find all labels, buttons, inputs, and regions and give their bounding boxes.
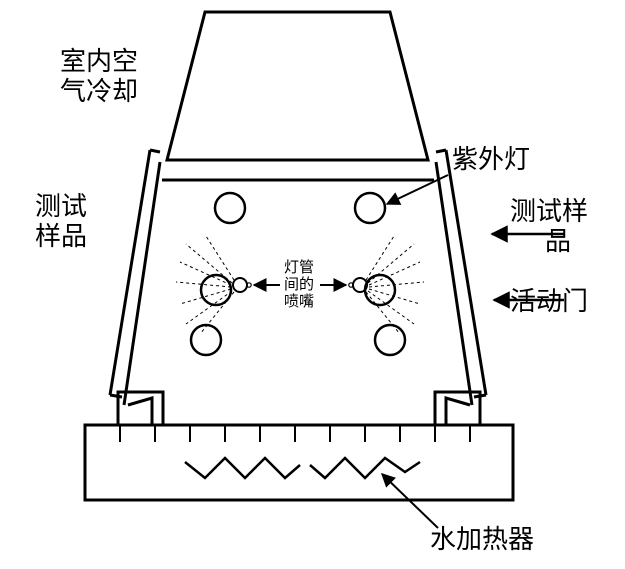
uv-lamp-label: 紫外灯 bbox=[452, 144, 530, 174]
uv-lamp-icon bbox=[355, 193, 385, 223]
water-heater-label: 水加热器 bbox=[430, 524, 534, 554]
room-air-cooling-label: 室内空气冷却 bbox=[60, 46, 138, 106]
uv-lamp-icon bbox=[201, 275, 231, 305]
base-tank bbox=[85, 425, 513, 500]
support-right bbox=[435, 392, 480, 425]
uv-lamp-icon bbox=[375, 325, 405, 355]
test-sample-left-label: 测试样品 bbox=[35, 191, 87, 251]
uv-lamp-icon bbox=[215, 193, 245, 223]
water-level-ticks bbox=[120, 425, 470, 442]
spray-left bbox=[176, 236, 234, 334]
water-heater-icon bbox=[185, 458, 300, 478]
water-heater-icon bbox=[310, 458, 420, 478]
spray-nozzle-icon bbox=[233, 278, 247, 292]
uv-lamp-icon bbox=[191, 325, 221, 355]
spray-right bbox=[366, 236, 424, 334]
nozzle-label: 灯管间的喷嘴 bbox=[284, 259, 314, 310]
right-panel-cap-top bbox=[436, 150, 446, 152]
test-sample-right-label: 测试样品 bbox=[510, 196, 588, 256]
hood-trapezoid bbox=[167, 12, 428, 160]
left-panel-cap-top bbox=[150, 150, 160, 152]
left-panel-cap-bot bbox=[110, 395, 122, 397]
